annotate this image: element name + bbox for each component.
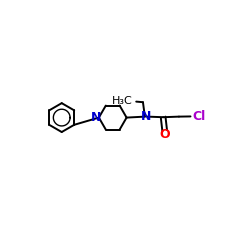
- Text: N: N: [141, 110, 151, 122]
- Text: O: O: [160, 128, 170, 141]
- Text: H₃C: H₃C: [112, 96, 133, 106]
- Text: N: N: [90, 111, 101, 124]
- Text: Cl: Cl: [192, 110, 206, 123]
